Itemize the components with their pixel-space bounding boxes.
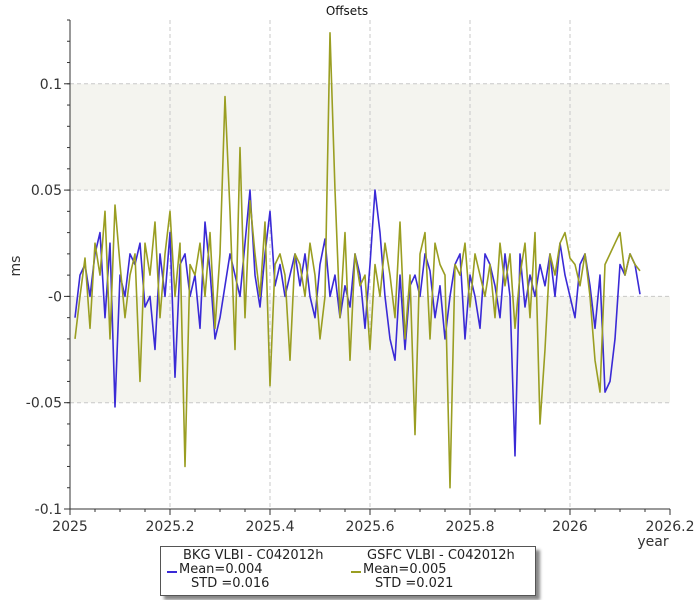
x-axis-title: year (637, 534, 668, 550)
x-tick-label: 2025.4 (246, 519, 295, 535)
legend-mean: Mean=0.004 (179, 562, 263, 577)
x-tick-label: 2026 (552, 519, 588, 535)
legend-std: STD =0.021 (375, 576, 454, 591)
chart-title: Offsets (326, 4, 368, 18)
y-tick-label: 0.1 (40, 77, 62, 93)
x-tick-label: 2026.2 (646, 519, 695, 535)
series-line-bkg (74, 189, 641, 457)
x-tick-label: 2025.2 (146, 519, 195, 535)
legend-series-name: BKG VLBI - C042012h (183, 548, 324, 563)
series-lines (74, 31, 641, 489)
series-line-gsfc (74, 31, 641, 489)
y-tick-label: 0.05 (31, 183, 62, 199)
legend: BKG VLBI - C042012h Mean=0.004 STD =0.01… (160, 546, 536, 596)
y-tick-label: -0.1 (35, 502, 62, 518)
legend-line-swatch (351, 571, 361, 573)
x-tick-label: 2025.6 (346, 519, 395, 535)
shaded-band (70, 83, 670, 191)
y-axis-title: ms (8, 256, 24, 277)
shaded-bands (70, 83, 670, 403)
legend-series-name: GSFC VLBI - C042012h (367, 548, 515, 563)
y-tick-label: -0.05 (26, 396, 62, 412)
x-tick-label: 2025 (52, 519, 88, 535)
x-tick-label: 2025.8 (446, 519, 495, 535)
axes: 2025 2025.2 2025.4 2025.6 2025.8 2026 2026.2 -0… (26, 19, 695, 535)
legend-std: STD =0.016 (191, 576, 270, 591)
legend-mean: Mean=0.005 (363, 562, 447, 577)
y-tick-label: -0 (48, 289, 62, 305)
legend-line-swatch (167, 571, 177, 573)
